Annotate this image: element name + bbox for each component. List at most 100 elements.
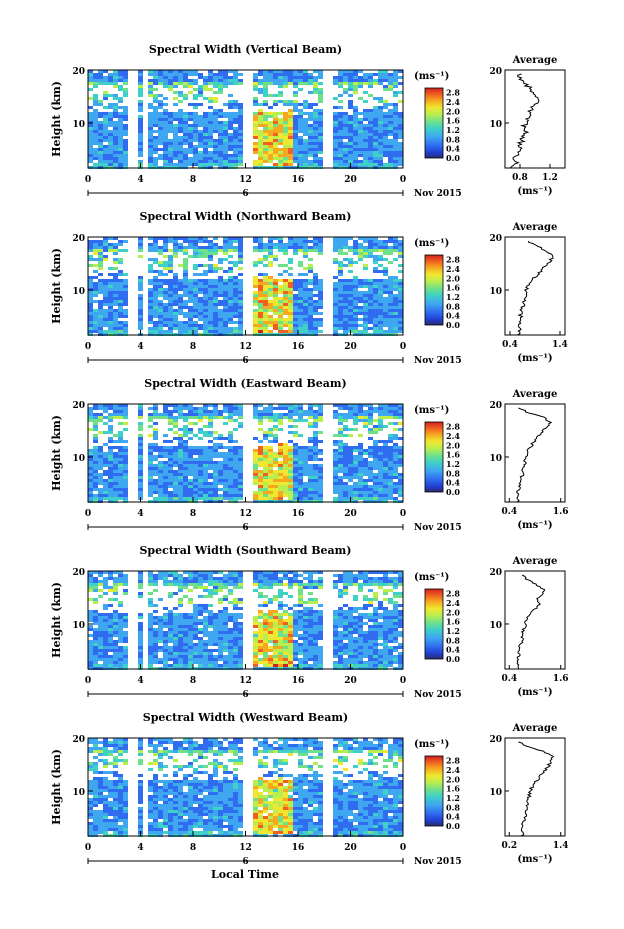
heatmap-cell <box>283 103 288 106</box>
heatmap-cell <box>138 318 143 321</box>
heatmap-cell <box>308 240 313 243</box>
heatmap-cell <box>278 455 283 458</box>
heatmap-cell <box>163 279 168 282</box>
heatmap-cell <box>308 473 313 476</box>
heatmap-cell <box>98 491 103 494</box>
heatmap-cell <box>258 124 263 127</box>
heatmap-cell <box>98 625 103 628</box>
heatmap-cell <box>288 407 293 410</box>
heatmap-cell <box>238 476 243 479</box>
heatmap-cell <box>98 619 103 622</box>
heatmap-cell <box>198 571 203 574</box>
heatmap-cell <box>148 604 153 607</box>
heatmap-cell <box>178 658 183 661</box>
heatmap-cell <box>208 133 213 136</box>
heatmap-cell <box>273 407 278 410</box>
heatmap-cell <box>373 261 378 264</box>
heatmap-cell <box>98 413 103 416</box>
heatmap-cell <box>188 115 193 118</box>
heatmap-cell <box>353 148 358 151</box>
heatmap-cell <box>103 321 108 324</box>
heatmap-cell <box>308 148 313 151</box>
heatmap-cell <box>283 309 288 312</box>
heatmap-cell <box>388 148 393 151</box>
heatmap-cell <box>173 318 178 321</box>
heatmap-cell <box>373 79 378 82</box>
heatmap-cell <box>223 315 228 318</box>
heatmap-cell <box>383 482 388 485</box>
heatmap-cell <box>193 303 198 306</box>
y-axis-label: Height (km) <box>50 415 63 491</box>
heatmap-cell <box>98 133 103 136</box>
heatmap-cell <box>213 309 218 312</box>
heatmap-cell <box>188 127 193 130</box>
heatmap-cell <box>353 82 358 85</box>
heatmap-cell <box>168 619 173 622</box>
heatmap-cell <box>263 121 268 124</box>
heatmap-cell <box>273 279 278 282</box>
heatmap-cell <box>233 452 238 455</box>
heatmap-cell <box>343 288 348 291</box>
heatmap-cell <box>338 163 343 166</box>
heatmap-cell <box>193 446 198 449</box>
heatmap-cell <box>183 85 188 88</box>
heatmap-cell <box>283 76 288 79</box>
heatmap-cell <box>173 118 178 121</box>
heatmap-cell <box>103 288 108 291</box>
heatmap-cell <box>123 467 128 470</box>
heatmap-cell <box>388 473 393 476</box>
heatmap-cell <box>113 261 118 264</box>
heatmap-cell <box>338 315 343 318</box>
heatmap-cell <box>318 157 323 160</box>
heatmap-cell <box>98 589 103 592</box>
heatmap-cell <box>228 127 233 130</box>
heatmap-cell <box>228 318 233 321</box>
heatmap-cell <box>288 291 293 294</box>
heatmap-cell <box>153 270 158 273</box>
heatmap-cell <box>393 246 398 249</box>
heatmap-cell <box>88 640 93 643</box>
heatmap-cell <box>283 300 288 303</box>
heatmap-cell <box>108 634 113 637</box>
heatmap-cell <box>193 282 198 285</box>
heatmap-cell <box>123 106 128 109</box>
heatmap-cell <box>338 243 343 246</box>
heatmap-cell <box>288 267 293 270</box>
heatmap-cell <box>148 628 153 631</box>
heatmap-cell <box>363 413 368 416</box>
heatmap-cell <box>103 616 108 619</box>
heatmap-cell <box>353 416 358 419</box>
heatmap-cell <box>363 285 368 288</box>
heatmap-cell <box>218 470 223 473</box>
heatmap-cell <box>358 258 363 261</box>
heatmap-cell <box>263 288 268 291</box>
heatmap-cell <box>198 473 203 476</box>
heatmap-cell <box>153 634 158 637</box>
heatmap-cell <box>253 312 258 315</box>
heatmap-cell <box>333 127 338 130</box>
heatmap-cell <box>253 88 258 91</box>
heatmap-cell <box>268 264 273 267</box>
heatmap-cell <box>363 294 368 297</box>
heatmap-cell <box>288 279 293 282</box>
heatmap-cell <box>298 327 303 330</box>
heatmap-cell <box>113 634 118 637</box>
heatmap-cell <box>123 282 128 285</box>
heatmap-cell <box>238 118 243 121</box>
heatmap-cell <box>93 103 98 106</box>
heatmap-cell <box>363 488 368 491</box>
heatmap-cell <box>398 452 403 455</box>
heatmap-cell <box>113 473 118 476</box>
heatmap-cell <box>193 324 198 327</box>
heatmap-cell <box>293 482 298 485</box>
heatmap-cell <box>303 73 308 76</box>
heatmap-cell <box>218 282 223 285</box>
heatmap-cell <box>353 428 358 431</box>
heatmap-cell <box>183 658 188 661</box>
heatmap-cell <box>208 88 213 91</box>
heatmap-cell <box>168 112 173 115</box>
heatmap-cell <box>108 321 113 324</box>
heatmap-cell <box>238 160 243 163</box>
heatmap-cell <box>353 151 358 154</box>
heatmap-cell <box>378 479 383 482</box>
